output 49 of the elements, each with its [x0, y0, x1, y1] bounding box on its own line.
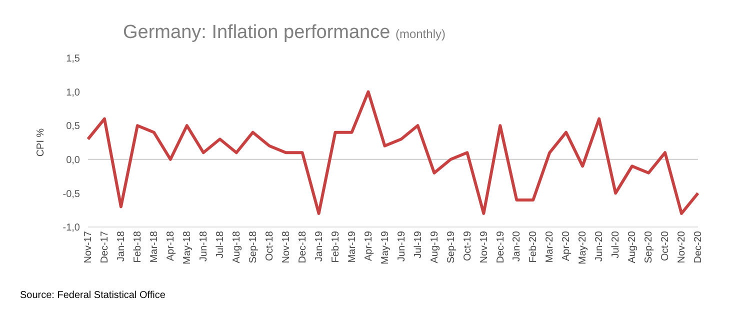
y-tick-label: 1,5	[66, 54, 80, 65]
x-tick-label: Dec-20	[693, 230, 704, 264]
y-tick-label: -1,0	[62, 222, 80, 234]
x-tick-label: Nov-20	[676, 230, 688, 264]
y-tick-label: 1,0	[66, 87, 80, 98]
y-tick-label: 0,0	[66, 154, 80, 166]
y-tick-label: 0,5	[66, 121, 80, 132]
x-tick-label: Aug-19	[429, 230, 440, 264]
x-tick-label: Mar-20	[544, 230, 556, 263]
x-tick-label: Jul-18	[214, 230, 226, 258]
x-tick-label: Jan-18	[116, 230, 128, 262]
x-tick-label: Nov-17	[83, 230, 94, 264]
x-tick-label: Oct-19	[462, 230, 474, 262]
x-tick-label: Dec-18	[297, 230, 308, 264]
line-series	[86, 90, 700, 215]
x-tick-label: Oct-18	[264, 230, 276, 262]
x-tick-label: Jan-20	[512, 230, 523, 262]
x-tick-label: Feb-19	[330, 230, 342, 263]
x-tick-label: Mar-18	[149, 230, 160, 263]
x-tick-label: Mar-19	[346, 230, 358, 263]
x-tick-label: Aug-18	[231, 230, 242, 264]
x-tick-label: Feb-20	[528, 230, 540, 263]
x-tick-label: Sep-19	[446, 230, 457, 264]
y-tick-label: -0,5	[62, 188, 80, 200]
x-tick-label: May-19	[380, 230, 391, 264]
x-tick-label: Sep-20	[644, 230, 655, 264]
x-tick-label: Jun-20	[594, 230, 606, 262]
x-tick-label: Feb-18	[132, 230, 144, 263]
x-tick-label: Apr-19	[363, 230, 374, 262]
x-tick-label: Jul-19	[412, 230, 424, 258]
chart-subtitle: (monthly)	[395, 27, 446, 41]
x-tick-label: May-20	[578, 230, 589, 264]
x-tick-label: Nov-19	[478, 230, 490, 264]
x-tick-label: Jan-19	[314, 230, 325, 262]
x-tick-label: Sep-18	[248, 230, 259, 264]
source-note: Source: Federal Statistical Office	[20, 290, 166, 301]
x-tick-label: Aug-20	[627, 230, 638, 264]
y-axis-title: CPI %	[36, 128, 47, 157]
x-tick-label: Jul-20	[610, 230, 622, 258]
x-tick-label: Jun-18	[198, 230, 210, 262]
x-tick-label: May-18	[182, 230, 194, 264]
x-tick-label: Dec-17	[100, 230, 111, 264]
x-tick-label: Oct-20	[660, 230, 672, 262]
x-tick-label: Apr-20	[561, 230, 572, 262]
x-tick-label: Nov-18	[280, 230, 292, 264]
x-tick-label: Jun-19	[396, 230, 408, 262]
chart-title: Germany: Inflation performance	[123, 22, 390, 43]
x-tick-label: Apr-18	[166, 230, 177, 262]
x-tick-label: Dec-19	[495, 230, 506, 264]
